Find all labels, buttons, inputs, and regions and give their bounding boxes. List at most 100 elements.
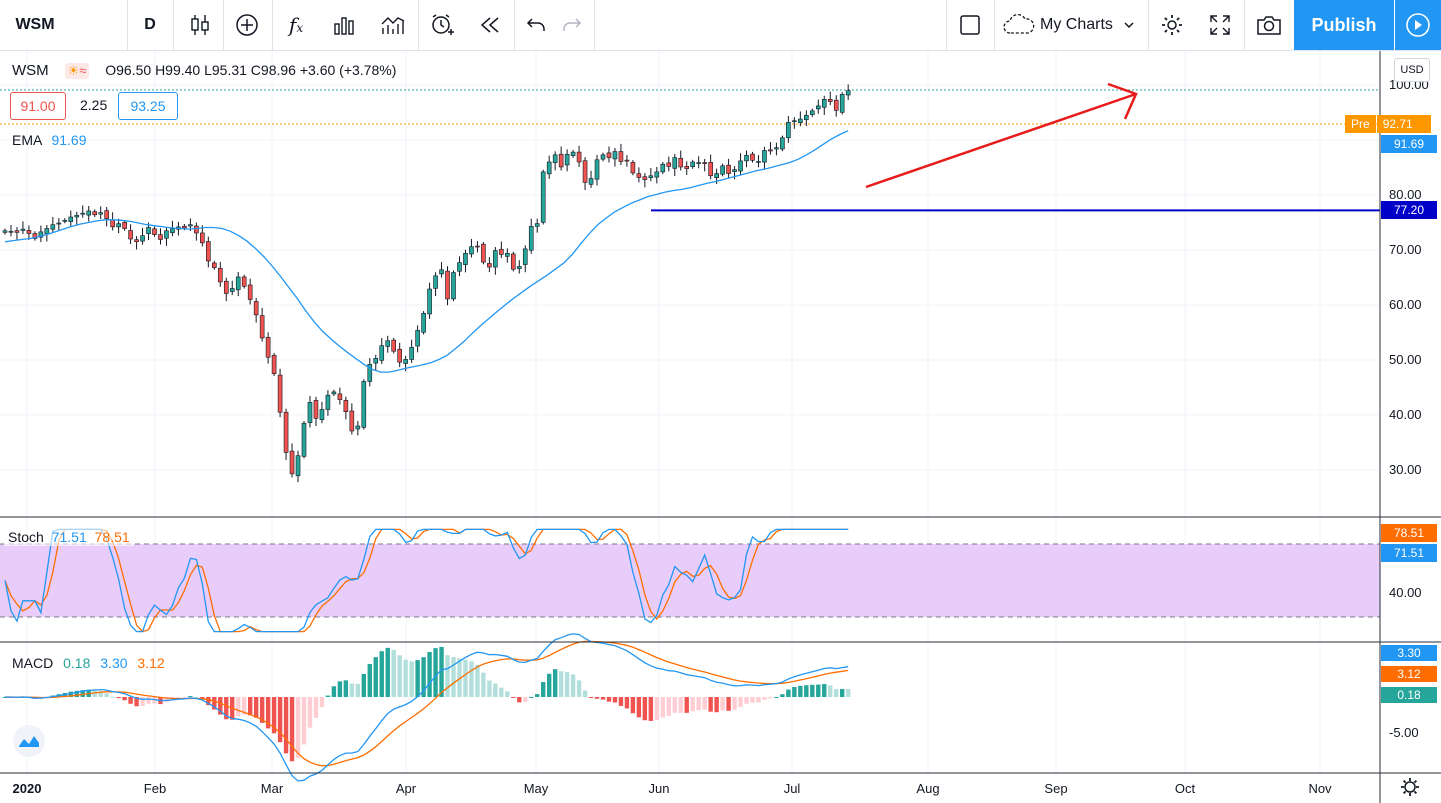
candle [672,154,678,177]
trend-arrow[interactable] [865,82,1138,189]
bid-price: 91.00 [20,98,56,114]
macd-hist-bar [558,671,564,697]
undo-button[interactable] [516,0,556,50]
top-toolbar: WSM D fx My Charts [0,0,1441,51]
candle-body [134,239,139,243]
macd-hist-bar [379,651,384,697]
candle [564,149,570,172]
layout-button[interactable] [948,0,992,50]
candle [815,99,821,114]
candle [821,95,827,115]
macd-hist-bar [523,697,528,702]
candle [660,162,666,175]
candle-body [337,393,343,400]
macd-hist-bar [552,669,558,697]
candle [32,231,38,241]
publish-button[interactable]: Publish [1294,0,1394,50]
market-status-icon[interactable]: ☀≈ [64,63,90,79]
candle-body [277,374,283,413]
snapshot-button[interactable] [1246,0,1292,50]
macd-hist-bar [756,697,761,703]
candle [379,338,385,364]
candle-body [564,154,570,166]
candle [487,257,492,272]
macd-hist-bar [606,697,612,702]
candle [833,95,839,117]
price-tick-label: 30.00 [1389,462,1422,477]
bar-style-button[interactable] [178,0,222,50]
macd-hist-bar [349,683,355,697]
symbol-search-button[interactable]: WSM [0,0,70,50]
macd-hist-bar [786,689,791,697]
macd-hist-bar [313,697,319,718]
candle [38,225,44,243]
my-charts-label: My Charts [1040,16,1113,33]
macd-hist-bar [672,697,677,713]
ema-line [4,130,849,373]
candle-body [457,262,462,272]
candle-body [570,151,576,156]
candle [116,218,121,234]
candle-body [343,399,349,413]
chart-canvas[interactable]: 30.0040.0050.0060.0070.0080.0090.00100.0… [0,51,1441,803]
sell-button[interactable]: 91.00 [10,92,66,120]
macd-signal-line [5,640,849,767]
currency-label[interactable]: USD [1394,58,1430,82]
play-button[interactable] [1395,0,1441,50]
toolbar-divider [223,0,224,50]
candle-body [809,110,815,115]
candle-body [654,171,660,178]
macd-legend[interactable]: MACD 0.18 3.30 3.12 [12,655,165,671]
candle [373,354,379,371]
candle [277,368,283,418]
stoch-d-tag: 78.51 [1381,524,1437,542]
macd-hist-bar [505,691,510,697]
redo-button[interactable] [552,0,592,50]
interval-button[interactable]: D [128,0,172,50]
candle-body [241,276,247,287]
tradingview-logo-icon[interactable] [13,725,45,757]
macd-hist-bar [702,697,707,710]
replay-button[interactable] [468,0,512,50]
fullscreen-button[interactable] [1198,0,1242,50]
candle [750,151,755,163]
candle-body [50,224,56,230]
ema-legend[interactable]: EMA 91.69 [12,132,87,148]
stoch-legend[interactable]: Stoch 71.51 78.51 [4,528,134,546]
compare-symbol-button[interactable] [224,0,270,50]
candle [505,248,510,263]
indicators-button[interactable]: fx [274,0,318,50]
axis-settings-gear-icon[interactable] [1401,778,1419,796]
my-charts-button[interactable]: My Charts [996,0,1148,50]
time-axis[interactable]: 2020 Feb Mar Apr May Jun Jul Aug Sep Oct Nov [13,781,1333,796]
candle [792,117,797,129]
settings-button[interactable] [1150,0,1194,50]
candle-body [499,248,504,255]
candle [229,280,235,296]
financials-button[interactable] [370,0,416,50]
macd-hist-bar [708,697,713,712]
candle-body [732,169,737,172]
macd-hist-bar [780,694,785,697]
macd-hist-bar [564,672,570,697]
candle [415,325,420,353]
macd-hist-bar [660,697,665,718]
buy-button[interactable]: 93.25 [118,92,178,120]
macd-hist-bar [475,664,480,697]
candle [128,224,133,244]
macd-hist-bar [110,696,115,698]
legend-symbol[interactable]: WSM [12,62,49,79]
macd-hist-bar [104,693,109,697]
candle-body [313,400,319,419]
ema-value: 91.69 [51,132,87,148]
macd-hist-bar [529,696,534,698]
candle [690,159,696,169]
templates-button[interactable] [322,0,366,50]
alert-button[interactable] [420,0,464,50]
plus-circle-icon [236,14,258,36]
pre-label: Pre [1345,115,1376,133]
hline-price-tag: 77.20 [1381,201,1437,219]
candle [98,206,103,220]
candle-body [558,153,564,168]
camera-icon [1257,16,1281,35]
